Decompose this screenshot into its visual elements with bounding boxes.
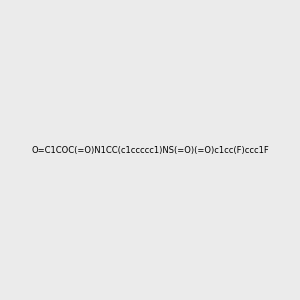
Text: O=C1COC(=O)N1CC(c1ccccc1)NS(=O)(=O)c1cc(F)ccc1F: O=C1COC(=O)N1CC(c1ccccc1)NS(=O)(=O)c1cc(… [31, 146, 269, 154]
